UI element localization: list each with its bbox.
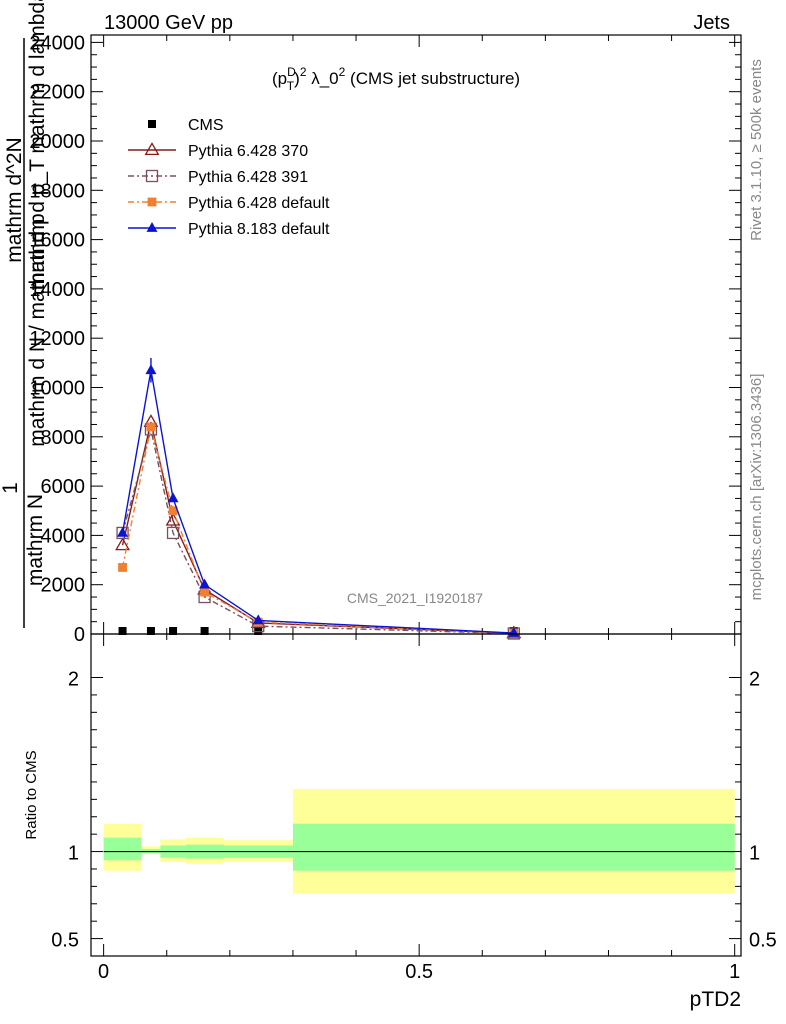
ratio-frame	[90, 633, 742, 957]
legend-marker	[146, 221, 158, 232]
title-sub-t: T	[287, 79, 295, 93]
data-point	[200, 627, 209, 635]
x-axis-label: pTD2	[690, 988, 741, 1011]
main-y-ticks: 0 2000 4000 6000 8000 10000 12000 14000 16000 180…	[29, 32, 741, 646]
data-point	[118, 627, 127, 635]
y-tick-label: 20000	[29, 131, 85, 153]
y-tick-label: 10000	[29, 377, 85, 399]
legend-label: Pythia 8.183 default	[188, 221, 330, 238]
y-tick-label: 2000	[41, 575, 86, 597]
y-tick-label: 8000	[41, 427, 86, 449]
ratio-y-label: Ratio to CMS	[23, 750, 40, 839]
ratio-y-tick-label: 1	[68, 843, 79, 865]
title-rest: (CMS jet substructure)	[345, 69, 520, 88]
x-tick-label: 0	[98, 961, 109, 983]
data-point	[117, 526, 129, 537]
rivet-label: Rivet 3.1.10, ≥ 500k events	[748, 59, 765, 241]
mcplots-label: mcplots.cern.ch [arXiv:1306.3436]	[748, 374, 765, 601]
legend-marker	[145, 169, 159, 183]
series-line-2	[121, 429, 514, 635]
ratio-band-bin	[292, 823, 735, 871]
data-point	[115, 537, 131, 551]
header-left: 13000 GeV pp	[104, 12, 233, 34]
title-mid: λ_0	[307, 69, 339, 88]
legend-marker	[148, 120, 156, 128]
y-tick-label: 12000	[29, 328, 85, 350]
x-tick-label: 0.5	[405, 961, 433, 983]
ratio-y-tick-label-right: 2	[749, 669, 760, 691]
y-tick-label: 18000	[29, 180, 85, 202]
y-tick-label: 6000	[41, 476, 86, 498]
ratio-y-tick-label: 0.5	[51, 930, 79, 952]
legend-label: Pythia 6.428 370	[188, 143, 308, 160]
y-tick-label: 4000	[41, 525, 86, 547]
ratio-y-tick-label-right: 0.5	[749, 930, 777, 952]
legend-marker	[147, 197, 157, 207]
main-panel: 0 2000 4000 6000 8000 10000 12000 14000 16000 180…	[29, 32, 742, 646]
ylabel-denominator: mathrm N	[24, 494, 47, 586]
header-right: Jets	[693, 12, 730, 34]
ratio-x-ticks: 0 0.5 1	[98, 634, 740, 983]
plot-title: (pD T)2 λ_02 (CMS jet substructure)	[272, 65, 520, 93]
data-point	[252, 614, 264, 625]
ratio-panel: 0.5 0.51 12 2 0 0.5 1 Ratio to CMS pTD2	[23, 633, 777, 1011]
ratio-bands	[103, 788, 735, 894]
title-close: )	[294, 69, 300, 88]
y-tick-label: 0	[74, 624, 85, 646]
data-point	[169, 627, 178, 635]
x-tick-label: 1	[729, 961, 740, 983]
title-sup-2b: 2	[339, 65, 346, 79]
ylabel-lambda: mathrm d p_T mathrm d lambda	[26, 0, 49, 290]
y-tick-label: 14000	[29, 279, 85, 301]
legend-label: CMS	[188, 117, 224, 134]
data-point	[167, 492, 179, 503]
legend-label: Pythia 6.428 391	[188, 169, 308, 186]
series-line-3	[121, 426, 514, 634]
data-point	[200, 587, 209, 597]
ylabel-mathrm-n: mathrm d N / mathrm d p	[26, 213, 49, 446]
y-tick-label: 24000	[29, 32, 85, 54]
ratio-band-bin	[103, 837, 142, 861]
ratio-y-tick-label-right: 1	[749, 843, 760, 865]
legend: CMS Pythia 6.428 370 Pythia 6.428 391 Pythi…	[128, 117, 330, 238]
title-p: (p	[272, 69, 287, 88]
ylabel-frac-top: 1	[0, 482, 22, 494]
legend-label: Pythia 6.428 default	[188, 195, 330, 212]
series-group	[115, 357, 522, 640]
ratio-y-ticks: 0.5 0.5 1 1 2 2	[51, 669, 777, 952]
analysis-watermark: CMS_2021_I1920187	[347, 590, 483, 606]
data-point	[166, 526, 180, 540]
y-tick-label: 22000	[29, 82, 85, 104]
data-point	[146, 627, 155, 635]
y-axis-label: 1 mathrm d N / mathrm d p mathrm d^2N ma…	[0, 0, 49, 628]
title-sup-d: D	[287, 65, 296, 79]
ratio-y-tick-label: 2	[68, 669, 79, 691]
y-tick-label: 16000	[29, 230, 85, 252]
data-point	[168, 506, 178, 516]
series-line-4	[121, 370, 514, 634]
ylabel-numerator: mathrm d^2N	[3, 137, 26, 262]
data-point	[118, 563, 127, 572]
data-point	[199, 578, 211, 589]
legend-marker	[144, 142, 160, 156]
title-sup-2: 2	[300, 65, 307, 79]
data-point	[146, 422, 156, 432]
